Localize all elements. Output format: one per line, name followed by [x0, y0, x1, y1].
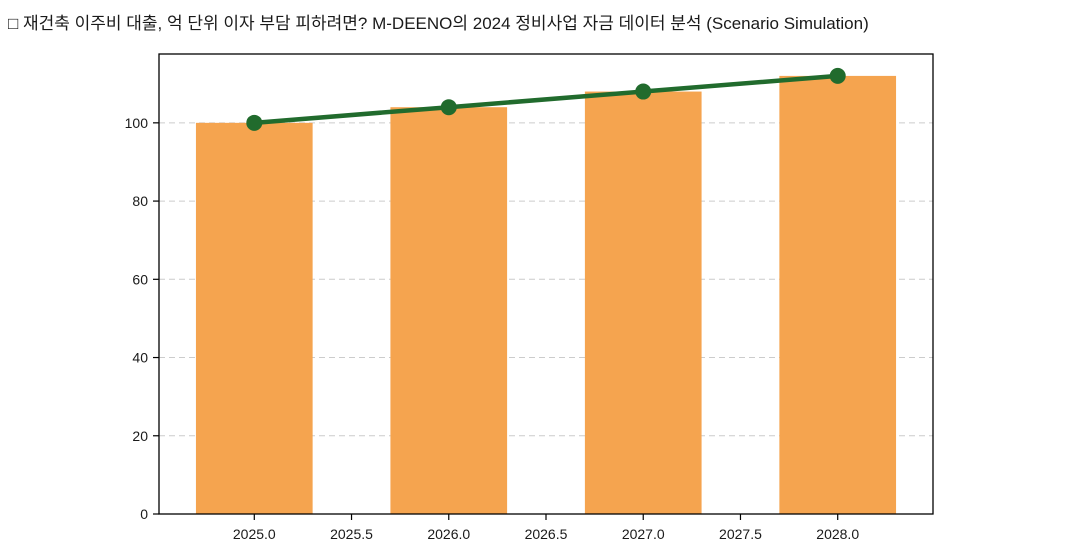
chart-title: □ 재건축 이주비 대출, 억 단위 이자 부담 피하려면? M-DEENO의 … [8, 14, 869, 33]
x-tick-label: 2027.0 [622, 526, 665, 542]
x-tick-label: 2025.5 [330, 526, 373, 542]
y-tick-label: 60 [132, 271, 148, 287]
bar [390, 107, 508, 515]
y-tick-label: 20 [132, 428, 148, 444]
x-tick-label: 2025.0 [233, 526, 276, 542]
trend-line [252, 73, 840, 126]
bar [779, 75, 897, 515]
x-tick-label: 2026.5 [525, 526, 568, 542]
y-tick-label: 40 [132, 350, 148, 366]
y-tick-label: 80 [132, 193, 148, 209]
y-tick-label: 0 [140, 506, 148, 522]
line-marker [246, 114, 263, 131]
line-marker [440, 99, 457, 116]
x-tick-label: 2026.0 [427, 526, 470, 542]
x-tick-label: 2028.0 [816, 526, 859, 542]
bar [195, 122, 313, 514]
y-tick-label: 100 [125, 115, 149, 131]
line-marker [635, 83, 652, 100]
line-marker [829, 67, 846, 84]
bar [584, 91, 702, 514]
x-tick-label: 2027.5 [719, 526, 762, 542]
